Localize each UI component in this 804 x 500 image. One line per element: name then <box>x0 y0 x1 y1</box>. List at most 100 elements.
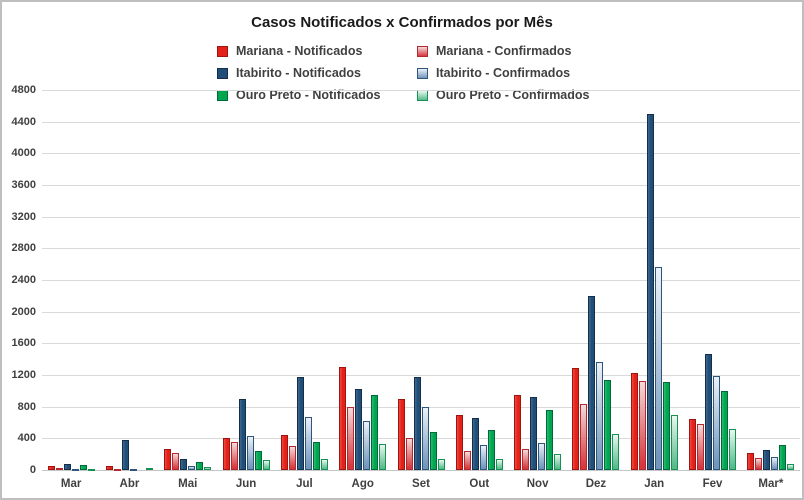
bar-mariana-confirmados-ago <box>347 407 355 470</box>
bar-itabirito-confirmados-mar <box>771 457 779 470</box>
gridline <box>42 375 800 376</box>
bar-mariana-confirmados-dez <box>580 404 588 470</box>
x-axis-tick-label: Ago <box>351 478 374 490</box>
bar-mariana-confirmados-mai <box>172 453 180 470</box>
x-axis-tick-label: Out <box>469 478 490 490</box>
legend-label: Itabirito - Confirmados <box>436 66 571 80</box>
gridline <box>42 153 800 155</box>
legend-swatch-icon <box>217 67 228 79</box>
bar-ouro-preto-notificados-dez <box>604 379 612 470</box>
legend-label: Ouro Preto - Confirmados <box>436 88 590 102</box>
x-axis-tick-label: Nov <box>526 478 549 490</box>
bar-itabirito-confirmados-mai <box>188 466 196 470</box>
bar-itabirito-confirmados-out <box>479 444 487 470</box>
gridline <box>42 248 800 250</box>
bar-ouro-preto-confirmados-ago <box>379 443 387 470</box>
bar-itabirito-notificados-ago <box>355 389 363 470</box>
bar-mariana-notificados-jan <box>630 373 638 470</box>
legend-label: Mariana - Confirmados <box>436 44 572 58</box>
y-axis-tick-label: 4000 <box>11 147 36 160</box>
gridline <box>42 438 800 440</box>
bar-ouro-preto-confirmados-mai <box>204 466 212 470</box>
gridline <box>42 90 800 91</box>
bar-ouro-preto-notificados-nov <box>546 409 554 470</box>
bar-mariana-notificados-jun <box>222 437 230 470</box>
y-axis-tick-label: 4800 <box>11 84 36 96</box>
x-axis-tick-label: Mar <box>60 478 82 490</box>
chart-legend: Mariana - Notificados Mariana - Confirmad… <box>217 40 617 106</box>
gridline <box>42 406 800 408</box>
y-axis-tick-label: 0 <box>29 464 36 476</box>
x-axis-tick-label: Mai <box>178 478 198 490</box>
legend-item: Mariana - Confirmados <box>417 40 617 62</box>
bar-itabirito-notificados-mar <box>763 450 771 470</box>
bar-ouro-preto-confirmados-nov <box>554 454 562 470</box>
y-axis-tick-label: 400 <box>17 432 36 445</box>
chart-title: Casos Notificados x Confirmados por Mês <box>251 14 553 31</box>
bar-ouro-preto-notificados-out <box>487 430 495 470</box>
bar-itabirito-confirmados-dez <box>596 362 604 470</box>
y-axis-tick-label: 3200 <box>11 210 36 223</box>
bar-ouro-preto-confirmados-dez <box>612 434 620 470</box>
bar-itabirito-notificados-mai <box>180 459 188 470</box>
legend-item: Itabirito - Notificados <box>217 62 417 84</box>
bar-mariana-confirmados-set <box>405 437 413 470</box>
legend-row: Ouro Preto - Notificados Ouro Preto - Con… <box>217 84 617 106</box>
bar-mariana-notificados-out <box>455 414 463 470</box>
bar-itabirito-confirmados-jun <box>246 435 254 470</box>
bar-mariana-confirmados-abr <box>113 469 121 472</box>
bar-itabirito-confirmados-mar <box>71 468 79 471</box>
bar-itabirito-confirmados-ago <box>363 420 371 470</box>
bar-mariana-confirmados-jul <box>288 446 296 470</box>
legend-swatch-icon <box>417 67 428 79</box>
bar-mariana-notificados-ago <box>339 367 347 470</box>
bar-ouro-preto-notificados-set <box>429 432 437 470</box>
bar-ouro-preto-confirmados-set <box>437 458 445 470</box>
bar-itabirito-confirmados-abr <box>129 469 137 472</box>
gridline <box>42 311 800 313</box>
y-axis-tick-label: 1200 <box>11 369 36 381</box>
bar-itabirito-confirmados-jan <box>654 267 662 470</box>
bar-mariana-confirmados-jun <box>230 442 238 470</box>
bar-itabirito-confirmados-nov <box>538 442 546 470</box>
bar-itabirito-notificados-out <box>471 418 479 470</box>
bar-mariana-notificados-jul <box>280 435 288 470</box>
y-axis-tick-label: 3600 <box>11 179 36 191</box>
legend-swatch-icon <box>417 45 428 57</box>
bar-itabirito-notificados-nov <box>530 397 538 470</box>
bar-mariana-notificados-fev <box>689 418 697 470</box>
bar-mariana-notificados-set <box>397 398 405 470</box>
gridline <box>42 216 800 218</box>
bar-ouro-preto-confirmados-jul <box>320 459 328 470</box>
bar-itabirito-confirmados-jul <box>304 416 312 470</box>
bar-mariana-notificados-abr <box>105 466 113 470</box>
bar-ouro-preto-confirmados-out <box>495 459 503 470</box>
bar-ouro-preto-notificados-mai <box>196 462 204 470</box>
legend-row: Mariana - Notificados Mariana - Confirmad… <box>217 40 617 62</box>
bar-itabirito-notificados-jun <box>238 398 246 470</box>
legend-label: Itabirito - Notificados <box>236 66 361 80</box>
bar-ouro-preto-notificados-mar <box>779 445 787 470</box>
y-axis-tick-label: 1600 <box>11 337 36 350</box>
bar-ouro-preto-confirmados-jun <box>262 460 270 470</box>
y-axis-tick-label: 2000 <box>11 305 36 318</box>
gridline <box>42 343 800 345</box>
bar-mariana-notificados-mar <box>47 466 55 470</box>
bar-itabirito-notificados-fev <box>705 353 713 470</box>
legend-label: Ouro Preto - Notificados <box>236 88 381 102</box>
bar-ouro-preto-confirmados-fev <box>729 428 737 470</box>
x-axis-tick-label: Jan <box>644 478 665 490</box>
bar-mariana-confirmados-mar <box>55 468 63 471</box>
x-axis-tick-label: Set <box>412 478 430 490</box>
bar-itabirito-confirmados-fev <box>713 375 721 470</box>
bar-mariana-confirmados-fev <box>697 424 705 470</box>
legend-item: Itabirito - Confirmados <box>417 62 617 84</box>
bar-mariana-confirmados-mar <box>755 458 763 470</box>
x-axis-tick-label: Dez <box>585 478 607 490</box>
y-axis-tick-label: 2400 <box>11 274 36 286</box>
gridline <box>42 185 800 186</box>
bar-itabirito-notificados-mar <box>63 464 71 470</box>
bar-ouro-preto-confirmados-abr <box>145 467 153 470</box>
bar-ouro-preto-confirmados-jan <box>670 414 678 470</box>
